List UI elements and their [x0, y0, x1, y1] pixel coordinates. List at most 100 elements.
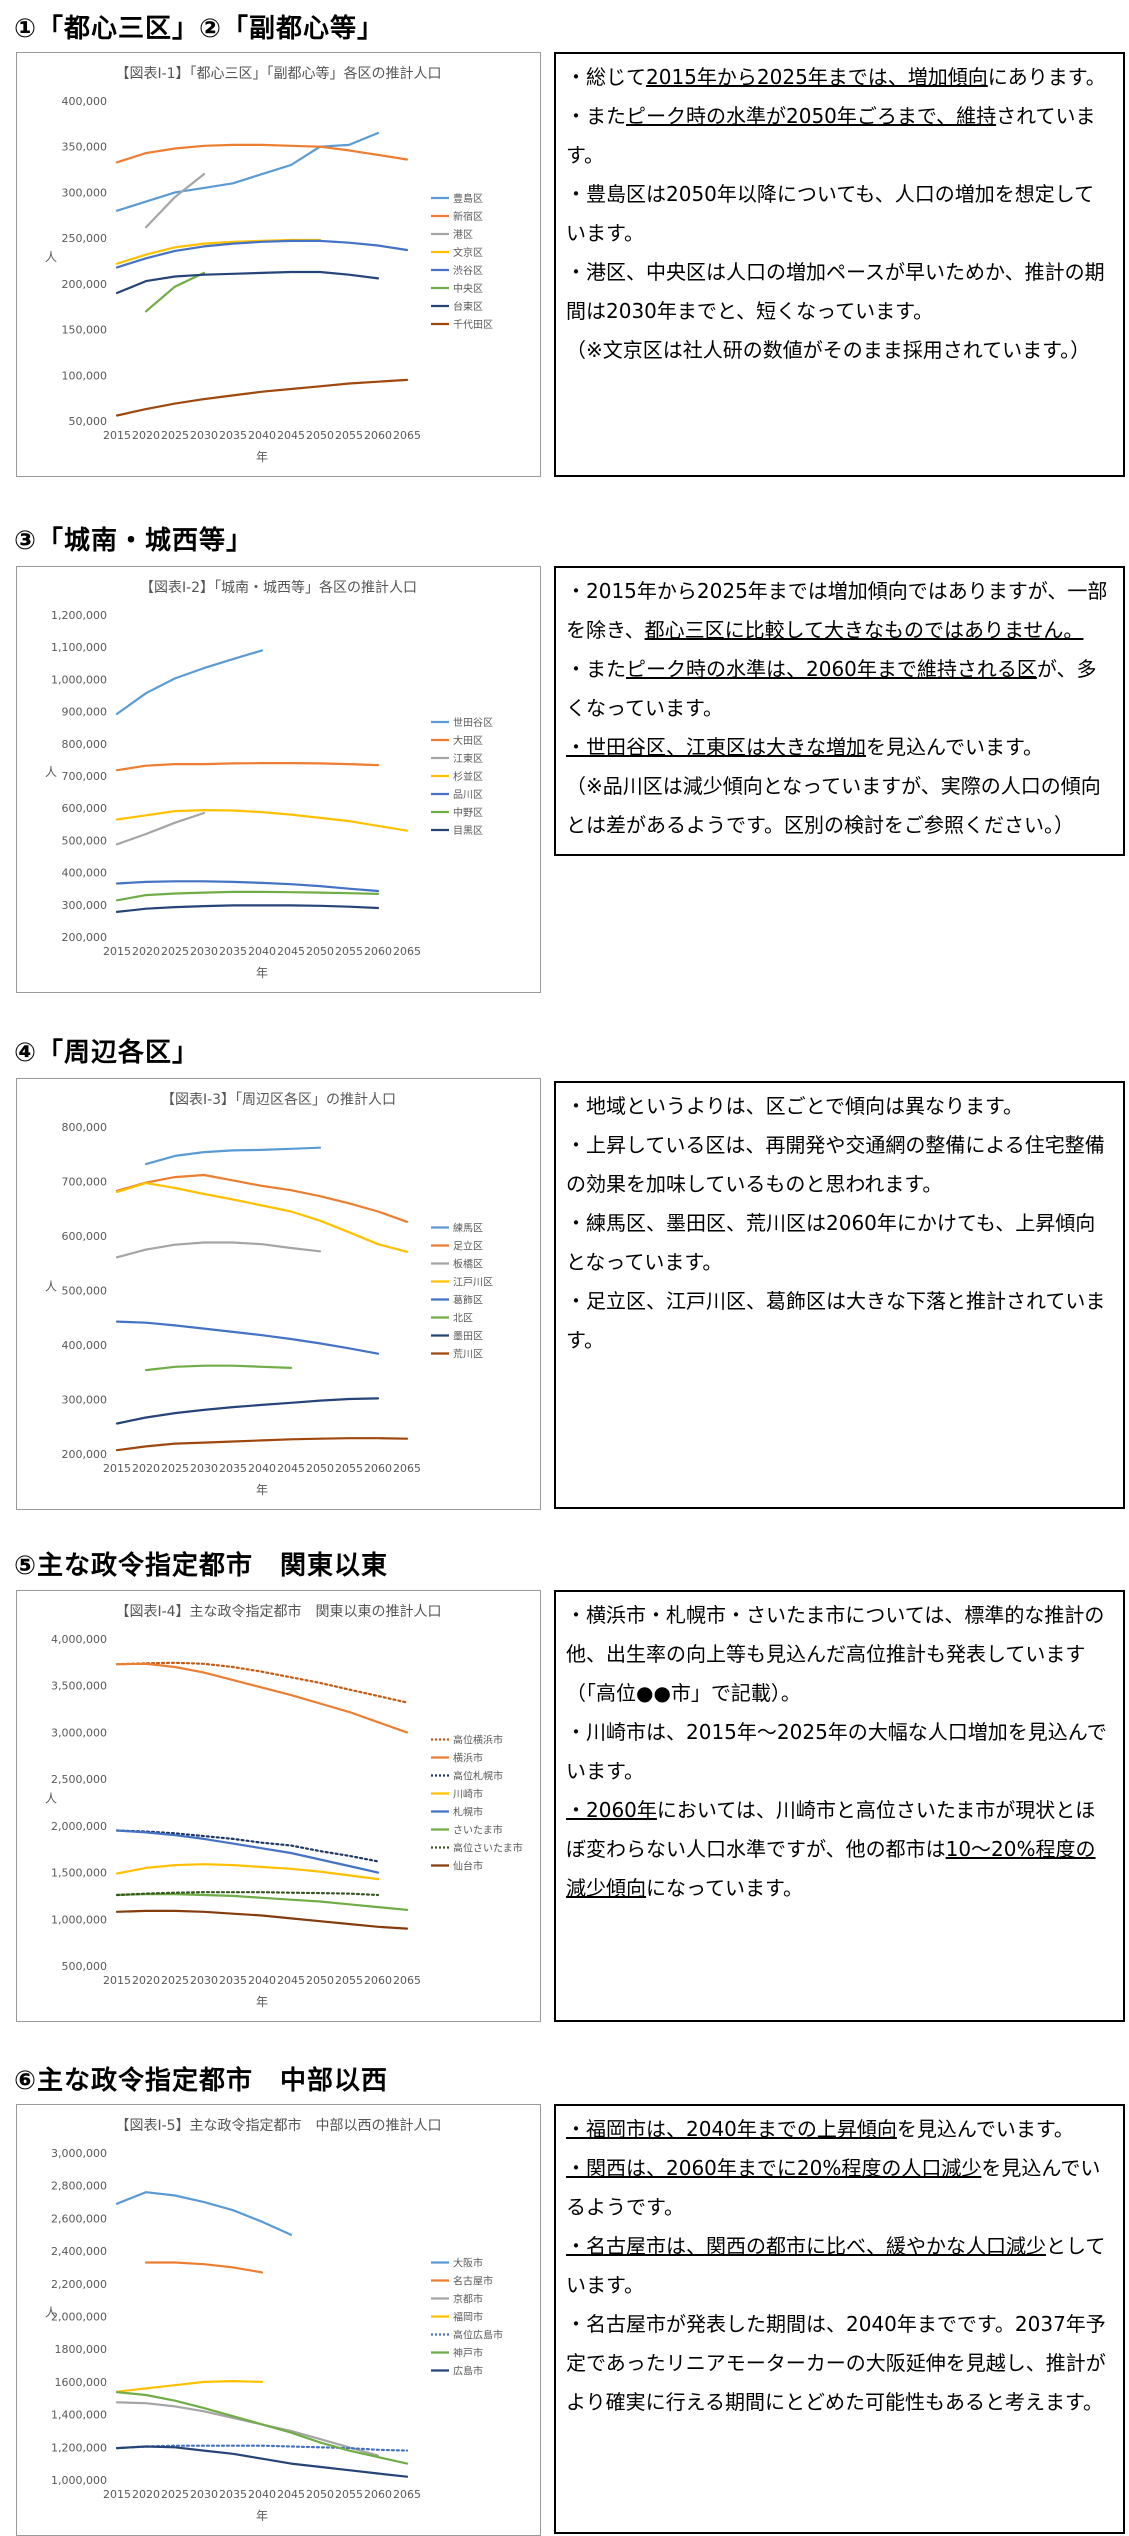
x-tick-label: 2025 — [161, 2488, 189, 2501]
y-tick-label: 1,000,000 — [51, 2474, 107, 2487]
y-tick-label: 4,000,000 — [51, 1633, 107, 1646]
note-text: ・地域というよりは、区ごとで傾向は異なります。 — [566, 1094, 1023, 1118]
x-tick-label: 2065 — [393, 1974, 421, 1987]
chart-panel-2: 【図表Ⅰ-2】「城南・城西等」各区の推計人口 200,000 300,000 400,… — [16, 566, 541, 993]
x-tick-label: 2040 — [248, 2488, 276, 2501]
series-line — [115, 2445, 409, 2478]
x-tick-label: 2035 — [219, 945, 247, 958]
x-tick-label: 2045 — [277, 2488, 305, 2501]
y-tick-label: 150,000 — [62, 324, 108, 337]
note-text: を見込んでいます。 — [896, 2117, 1074, 2141]
legend-label: 中央区 — [453, 282, 483, 295]
x-tick-label: 2045 — [277, 429, 305, 442]
chart-title: 【図表Ⅰ-2】「城南・城西等」各区の推計人口 — [140, 579, 417, 596]
underlined-text: 都心三区に比較して大きなものではありません。 — [644, 618, 1084, 642]
note-paragraph: ・関西は、2060年までに20%程度の人口減少を見込んでいるようです。 — [566, 2149, 1113, 2227]
x-tick-label: 2050 — [306, 1974, 334, 1987]
legend-label: 墨田区 — [453, 1331, 483, 1343]
y-tick-label: 300,000 — [62, 1394, 108, 1407]
x-tick-label: 2030 — [190, 2488, 218, 2501]
y-tick-label: 2,000,000 — [51, 1820, 107, 1833]
note-paragraph: ・2015年から2025年までは増加傾向ではありますが、一部を除き、都心三区に比… — [566, 572, 1113, 650]
note-paragraph: ・福岡市は、2040年までの上昇傾向を見込んでいます。 — [566, 2110, 1113, 2149]
legend-label: 仙台市 — [453, 1860, 483, 1873]
y-tick-label: 1,000,000 — [51, 1913, 107, 1926]
legend-label: 江戸川区 — [453, 1277, 493, 1289]
y-tick-label: 1,200,000 — [51, 609, 107, 622]
note-text: ・豊島区は2050年以降についても、人口の増加を想定しています。 — [566, 182, 1095, 245]
note-text: ・また — [566, 657, 626, 681]
x-tick-label: 2050 — [306, 2488, 334, 2501]
x-tick-label: 2055 — [335, 945, 363, 958]
series-line — [115, 762, 380, 772]
legend-label: 名古屋市 — [453, 2275, 493, 2288]
legend-label: 北区 — [453, 1313, 473, 1325]
x-tick-label: 2025 — [161, 1462, 189, 1475]
y-axis-label: 人 — [45, 1792, 57, 1806]
legend-label: 港区 — [453, 229, 473, 241]
y-tick-label: 1,200,000 — [51, 2441, 107, 2454]
series-line — [115, 2444, 409, 2452]
series-line — [144, 2261, 264, 2274]
x-axis-label: 年 — [256, 450, 268, 464]
y-tick-label: 600,000 — [62, 1230, 108, 1243]
y-tick-label: 250,000 — [62, 232, 108, 245]
x-tick-label: 2020 — [132, 2488, 160, 2501]
x-tick-label: 2015 — [103, 1462, 131, 1475]
y-tick-label: 300,000 — [62, 899, 108, 912]
series-line — [115, 1893, 409, 1911]
legend-label: 千代田区 — [453, 319, 493, 331]
series-line — [115, 1397, 380, 1425]
section-title-4: ⑤主な政令指定都市 関東以東 — [14, 1551, 389, 1581]
line-chart-1: 【図表Ⅰ-1】「都心三区」「副都心等」各区の推計人口 50,000 100,000 1… — [45, 65, 493, 464]
x-tick-label: 2015 — [103, 945, 131, 958]
x-tick-label: 2060 — [364, 2488, 392, 2501]
note-paragraph: ・またピーク時の水準は、2060年まで維持される区が、多くなっています。 — [566, 650, 1113, 728]
series-line — [115, 1437, 409, 1452]
chart-title: 【図表Ⅰ-4】主な政令指定都市 関東以東の推計人口 — [115, 1603, 441, 1620]
y-tick-label: 2,000,000 — [51, 2311, 107, 2324]
y-axis-label: 人 — [45, 2306, 57, 2320]
legend-label: 足立区 — [453, 1240, 483, 1253]
legend-label: 板橋区 — [453, 1258, 483, 1271]
note-text: にあります。 — [987, 65, 1106, 89]
underlined-text: ピーク時の水準が2050年ごろまで、維持 — [626, 104, 997, 128]
series-line — [115, 378, 409, 417]
note-paragraph: ・名古屋市は、関西の都市に比べ、緩やかな人口減少としています。 — [566, 2227, 1113, 2305]
note-text: としています。 — [566, 2234, 1106, 2297]
x-tick-label: 2030 — [190, 429, 218, 442]
section-title-1: ①「都心三区」②「副都心等」 — [14, 14, 385, 44]
x-axis-label: 年 — [256, 966, 268, 980]
series-line — [144, 271, 206, 313]
note-text: ・足立区、江戸川区、葛飾区は大きな下落と推計されています。 — [566, 1289, 1106, 1352]
y-tick-label: 1800,000 — [55, 2343, 108, 2356]
legend-label: 神戸市 — [453, 2347, 483, 2360]
legend-label: 京都市 — [453, 2293, 483, 2306]
series-line — [115, 239, 409, 269]
legend-label: 葛飾区 — [453, 1294, 483, 1307]
y-tick-label: 700,000 — [62, 1176, 108, 1189]
note-paragraph: （※文京区は社人研の数値がそのまま採用されています。） — [566, 331, 1113, 370]
series-line — [115, 2391, 409, 2465]
legend-label: 川崎市 — [453, 1788, 483, 1801]
y-axis-label: 人 — [45, 765, 57, 779]
note-text: ・2015年から2025年までは増加傾向ではありますが、一部を除き、 — [566, 579, 1108, 642]
y-tick-label: 200,000 — [62, 278, 108, 291]
series-line — [115, 1661, 409, 1704]
series-line — [115, 2191, 293, 2236]
y-tick-label: 400,000 — [62, 867, 108, 880]
note-paragraph: ・世田谷区、江東区は大きな増加を見込んでいます。 — [566, 728, 1113, 767]
y-tick-label: 100,000 — [62, 369, 108, 382]
x-axis-label: 年 — [256, 2509, 268, 2523]
series-line — [115, 1173, 409, 1223]
chart-title: 【図表Ⅰ-3】「周辺区各区」の推計人口 — [161, 1092, 396, 1108]
note-text: されています。 — [566, 104, 1096, 167]
note-paragraph: ・上昇している区は、再開発や交通網の整備による住宅整備の効果を加味しているものと… — [566, 1126, 1113, 1204]
x-tick-label: 2045 — [277, 945, 305, 958]
series-line — [115, 811, 206, 846]
legend-label: 高位横浜市 — [453, 1734, 503, 1747]
x-tick-label: 2065 — [393, 429, 421, 442]
note-text: （※品川区は減少傾向となっていますが、実際の人口の傾向とは差があるようです。区別… — [566, 774, 1101, 837]
x-tick-label: 2050 — [306, 429, 334, 442]
y-tick-label: 3,000,000 — [51, 1726, 107, 1739]
